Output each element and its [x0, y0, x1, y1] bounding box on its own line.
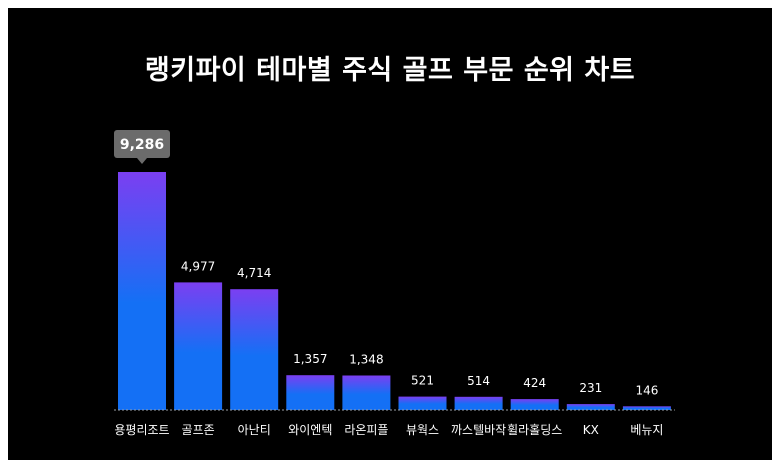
bar-8	[510, 399, 559, 410]
category-label-7: 까스텔바작	[451, 423, 506, 437]
top-value-badge-pointer	[137, 158, 147, 164]
bar-3	[230, 289, 279, 410]
category-label-4: 와이엔텍	[288, 423, 332, 437]
bar-5	[342, 375, 391, 410]
bar-value-label-10: 146	[635, 383, 658, 397]
bar-value-label-7: 514	[467, 374, 490, 388]
bar-1	[118, 172, 166, 410]
category-label-3: 아난티	[238, 423, 271, 437]
bar-value-label-8: 424	[523, 376, 546, 390]
bar-value-label-4: 1,357	[293, 352, 327, 366]
category-label-8: 휠라홀딩스	[507, 423, 562, 437]
bar-value-label-6: 521	[411, 374, 434, 388]
bar-7	[454, 396, 503, 410]
bar-value-label-5: 1,348	[349, 352, 383, 366]
bar-10	[622, 406, 671, 410]
category-label-6: 뷰웍스	[406, 423, 439, 437]
bar-2	[174, 282, 223, 410]
chart-title: 랭키파이 테마별 주식 골프 부문 순위 차트	[144, 55, 636, 86]
category-label-9: KX	[583, 423, 599, 437]
category-label-1: 용평리조트	[114, 423, 169, 437]
bar-4	[286, 375, 335, 410]
category-label-10: 베뉴지	[630, 423, 663, 437]
category-label-2: 골프존	[182, 423, 215, 437]
bar-6	[398, 396, 447, 410]
bar-value-label-1: 9,286	[120, 137, 164, 153]
bar-value-label-9: 231	[579, 381, 602, 395]
bar-value-label-3: 4,714	[237, 266, 271, 280]
bar-9	[566, 404, 615, 410]
bar-value-label-2: 4,977	[181, 259, 215, 273]
top-value-badge	[114, 130, 170, 158]
category-label-5: 라온피플	[344, 423, 388, 437]
